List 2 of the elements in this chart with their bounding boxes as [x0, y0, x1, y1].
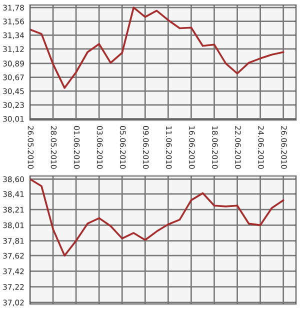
line-series	[30, 6, 284, 89]
line-series	[30, 178, 284, 257]
